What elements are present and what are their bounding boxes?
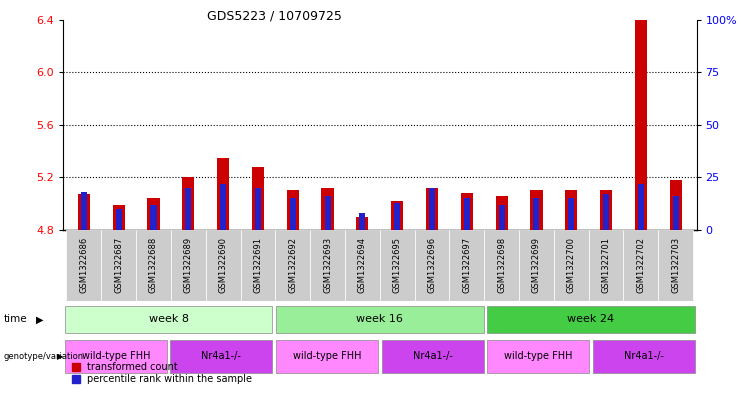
Bar	[64, 340, 167, 373]
Text: GSM1322693: GSM1322693	[323, 237, 332, 293]
Bar	[325, 196, 330, 230]
Bar	[276, 340, 378, 373]
Bar	[171, 230, 206, 301]
Text: GSM1322687: GSM1322687	[114, 237, 123, 294]
Legend: transformed count, percentile rank within the sample: transformed count, percentile rank withi…	[68, 358, 256, 388]
Text: GSM1322697: GSM1322697	[462, 237, 471, 293]
Bar	[276, 230, 310, 301]
Bar	[136, 230, 171, 301]
Bar	[290, 198, 296, 230]
Bar	[487, 306, 695, 332]
Text: Nr4a1-/-: Nr4a1-/-	[413, 351, 453, 361]
Text: week 8: week 8	[149, 314, 188, 324]
Text: wild-type FHH: wild-type FHH	[82, 351, 150, 361]
Text: GSM1322692: GSM1322692	[288, 237, 297, 293]
Bar	[81, 192, 87, 230]
Bar	[394, 202, 400, 230]
Text: GSM1322695: GSM1322695	[393, 237, 402, 293]
Bar	[658, 230, 693, 301]
Bar	[568, 198, 574, 230]
Bar	[638, 184, 644, 230]
Bar	[276, 306, 484, 332]
Text: Nr4a1-/-: Nr4a1-/-	[202, 351, 242, 361]
Bar	[635, 13, 647, 230]
Text: wild-type FHH: wild-type FHH	[504, 351, 572, 361]
Text: GSM1322686: GSM1322686	[79, 237, 88, 294]
Bar	[170, 340, 273, 373]
Text: GSM1322703: GSM1322703	[671, 237, 680, 293]
Bar	[600, 191, 612, 230]
Bar	[391, 201, 403, 230]
Bar	[359, 213, 365, 230]
Text: GSM1322701: GSM1322701	[602, 237, 611, 293]
Bar	[499, 205, 505, 230]
Bar	[379, 230, 414, 301]
Bar	[241, 230, 276, 301]
Text: wild-type FHH: wild-type FHH	[293, 351, 361, 361]
Text: ▶: ▶	[36, 314, 43, 324]
Bar	[414, 230, 449, 301]
Bar	[116, 209, 122, 230]
Text: GDS5223 / 10709725: GDS5223 / 10709725	[207, 10, 342, 23]
Bar	[102, 230, 136, 301]
Text: time: time	[4, 314, 27, 324]
Bar	[252, 167, 264, 230]
Bar	[217, 158, 229, 230]
Text: week 16: week 16	[356, 314, 403, 324]
Text: week 24: week 24	[568, 314, 614, 324]
Text: genotype/variation: genotype/variation	[4, 352, 84, 361]
Text: GSM1322698: GSM1322698	[497, 237, 506, 293]
Bar	[449, 230, 484, 301]
Text: GSM1322691: GSM1322691	[253, 237, 262, 293]
Text: GSM1322690: GSM1322690	[219, 237, 227, 293]
Bar	[426, 188, 438, 230]
Bar	[519, 230, 554, 301]
Bar	[64, 306, 273, 332]
Bar	[150, 205, 156, 230]
Bar	[429, 188, 435, 230]
Text: Nr4a1-/-: Nr4a1-/-	[624, 351, 664, 361]
Bar	[623, 230, 658, 301]
Bar	[464, 198, 470, 230]
Bar	[588, 230, 623, 301]
Bar	[147, 198, 159, 230]
Bar	[670, 180, 682, 230]
Text: GSM1322696: GSM1322696	[428, 237, 436, 293]
Text: GSM1322702: GSM1322702	[637, 237, 645, 293]
Bar	[593, 340, 695, 373]
Text: GSM1322688: GSM1322688	[149, 237, 158, 294]
Text: GSM1322699: GSM1322699	[532, 237, 541, 293]
Bar	[484, 230, 519, 301]
Bar	[382, 340, 484, 373]
Bar	[487, 340, 589, 373]
Text: ▶: ▶	[57, 352, 64, 361]
Bar	[531, 191, 542, 230]
Bar	[534, 198, 539, 230]
Text: GSM1322694: GSM1322694	[358, 237, 367, 293]
Bar	[673, 196, 679, 230]
Bar	[554, 230, 588, 301]
Bar	[206, 230, 241, 301]
Bar	[565, 191, 577, 230]
Bar	[67, 230, 102, 301]
Bar	[113, 205, 124, 230]
Bar	[496, 196, 508, 230]
Bar	[220, 184, 226, 230]
Bar	[310, 230, 345, 301]
Bar	[287, 191, 299, 230]
Bar	[182, 177, 194, 230]
Bar	[78, 195, 90, 230]
Bar	[255, 188, 261, 230]
Bar	[356, 217, 368, 230]
Text: GSM1322700: GSM1322700	[567, 237, 576, 293]
Bar	[322, 188, 333, 230]
Bar	[603, 194, 609, 230]
Bar	[345, 230, 379, 301]
Bar	[185, 188, 191, 230]
Bar	[461, 193, 473, 230]
Text: GSM1322689: GSM1322689	[184, 237, 193, 293]
